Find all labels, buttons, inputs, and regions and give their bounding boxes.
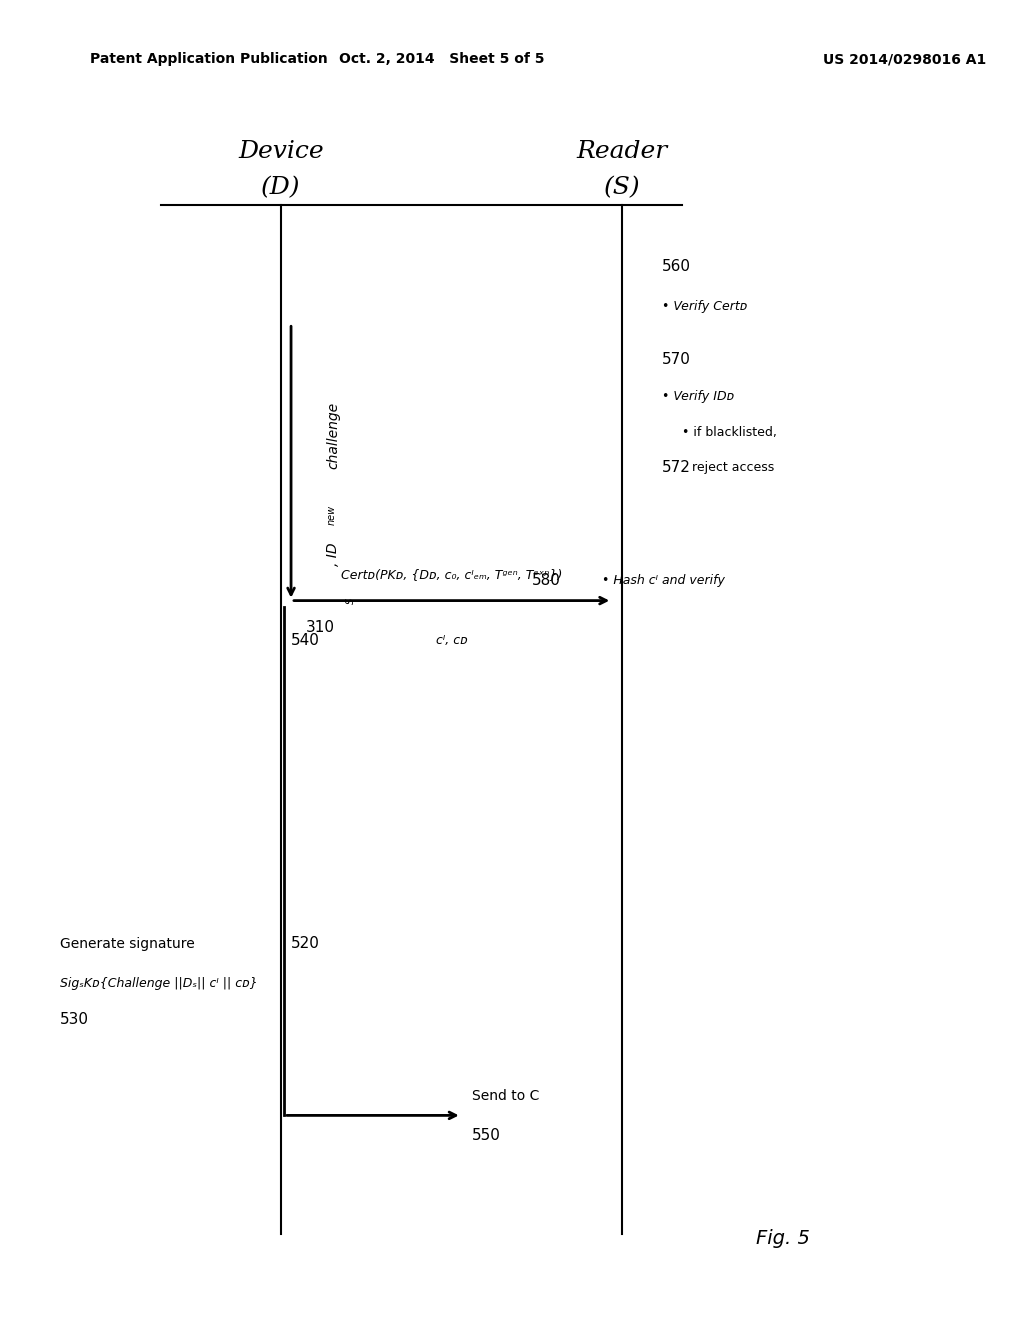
Text: reject access: reject access	[692, 461, 775, 474]
Text: new: new	[327, 504, 336, 525]
Text: US 2014/0298016 A1: US 2014/0298016 A1	[823, 53, 986, 66]
Text: Device: Device	[239, 140, 324, 164]
Text: Reader: Reader	[577, 140, 668, 164]
Text: (D): (D)	[261, 176, 301, 199]
Text: • Hash cᴵ and verify: • Hash cᴵ and verify	[602, 574, 725, 587]
Text: 540: 540	[291, 632, 319, 648]
Text: 572: 572	[663, 459, 691, 475]
Text: Send to C: Send to C	[472, 1089, 539, 1102]
Text: • Verify Certᴅ: • Verify Certᴅ	[663, 300, 748, 313]
Text: 560: 560	[663, 259, 691, 275]
Text: SigₛKᴅ{Challenge ||Dₛ|| cᴵ || cᴅ}: SigₛKᴅ{Challenge ||Dₛ|| cᴵ || cᴅ}	[60, 977, 258, 990]
Text: 530: 530	[60, 1011, 89, 1027]
Text: Oct. 2, 2014   Sheet 5 of 5: Oct. 2, 2014 Sheet 5 of 5	[339, 53, 545, 66]
Text: Certᴅ(PKᴅ, {Dᴅ, c₀, cᴵₑₘ, Tᵍᵉⁿ, Tᵉˣᵖ}): Certᴅ(PKᴅ, {Dᴅ, c₀, cᴵₑₘ, Tᵍᵉⁿ, Tᵉˣᵖ})	[341, 568, 562, 581]
Text: , ID: , ID	[327, 543, 340, 566]
Text: 310: 310	[306, 619, 335, 635]
Text: (S): (S)	[604, 176, 641, 199]
Text: 520: 520	[291, 936, 319, 952]
Text: 550: 550	[472, 1127, 501, 1143]
Text: challenge: challenge	[327, 403, 340, 469]
Text: 570: 570	[663, 351, 691, 367]
Text: S: S	[346, 598, 356, 603]
Text: cᴵ, cᴅ: cᴵ, cᴅ	[436, 634, 468, 647]
Text: • if blacklisted,: • if blacklisted,	[682, 426, 777, 440]
Text: Patent Application Publication: Patent Application Publication	[90, 53, 328, 66]
Text: • Verify IDᴅ: • Verify IDᴅ	[663, 389, 734, 403]
Text: Generate signature: Generate signature	[60, 937, 195, 950]
Text: 580: 580	[531, 573, 561, 589]
Text: Fig. 5: Fig. 5	[756, 1229, 810, 1247]
